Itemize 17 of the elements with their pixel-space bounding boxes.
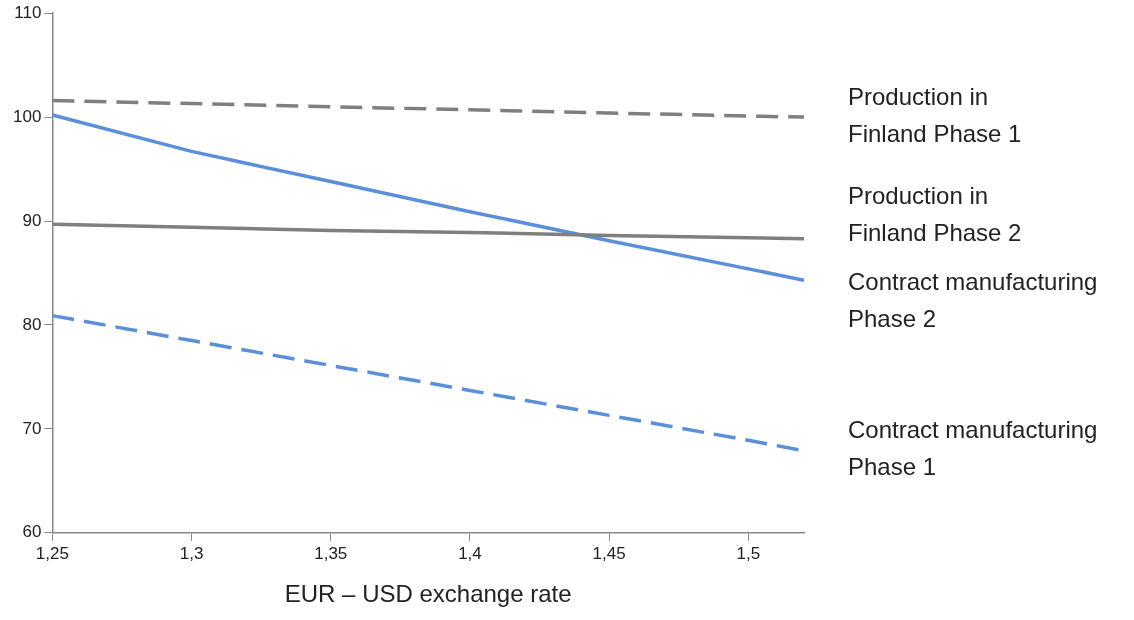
y-tick-label: 70	[22, 418, 42, 438]
x-tick-label: 1,25	[35, 543, 69, 563]
series-label: Production in Finland Phase 2	[848, 182, 1022, 247]
y-tick-label: 90	[22, 210, 42, 230]
x-tick-label: 1,35	[314, 543, 348, 563]
y-tick-label: 80	[22, 314, 42, 334]
x-tick-label: 1,4	[458, 543, 482, 563]
x-tick-label: 1,45	[592, 543, 626, 563]
series-label: Production in Finland Phase 1	[848, 82, 1022, 147]
y-tick-label: 100	[12, 106, 42, 126]
x-tick-label: 1,3	[179, 543, 204, 563]
x-tick-label: 1,5	[736, 543, 761, 563]
series-label: Contract manufacturing Phase 2	[848, 268, 1098, 333]
series-label: Contract manufacturing Phase 1	[848, 416, 1098, 481]
x-axis-title: EUR – USD exchange rate	[284, 580, 572, 608]
y-tick-label: 60	[22, 522, 42, 542]
y-tick-label: 110	[14, 2, 42, 22]
